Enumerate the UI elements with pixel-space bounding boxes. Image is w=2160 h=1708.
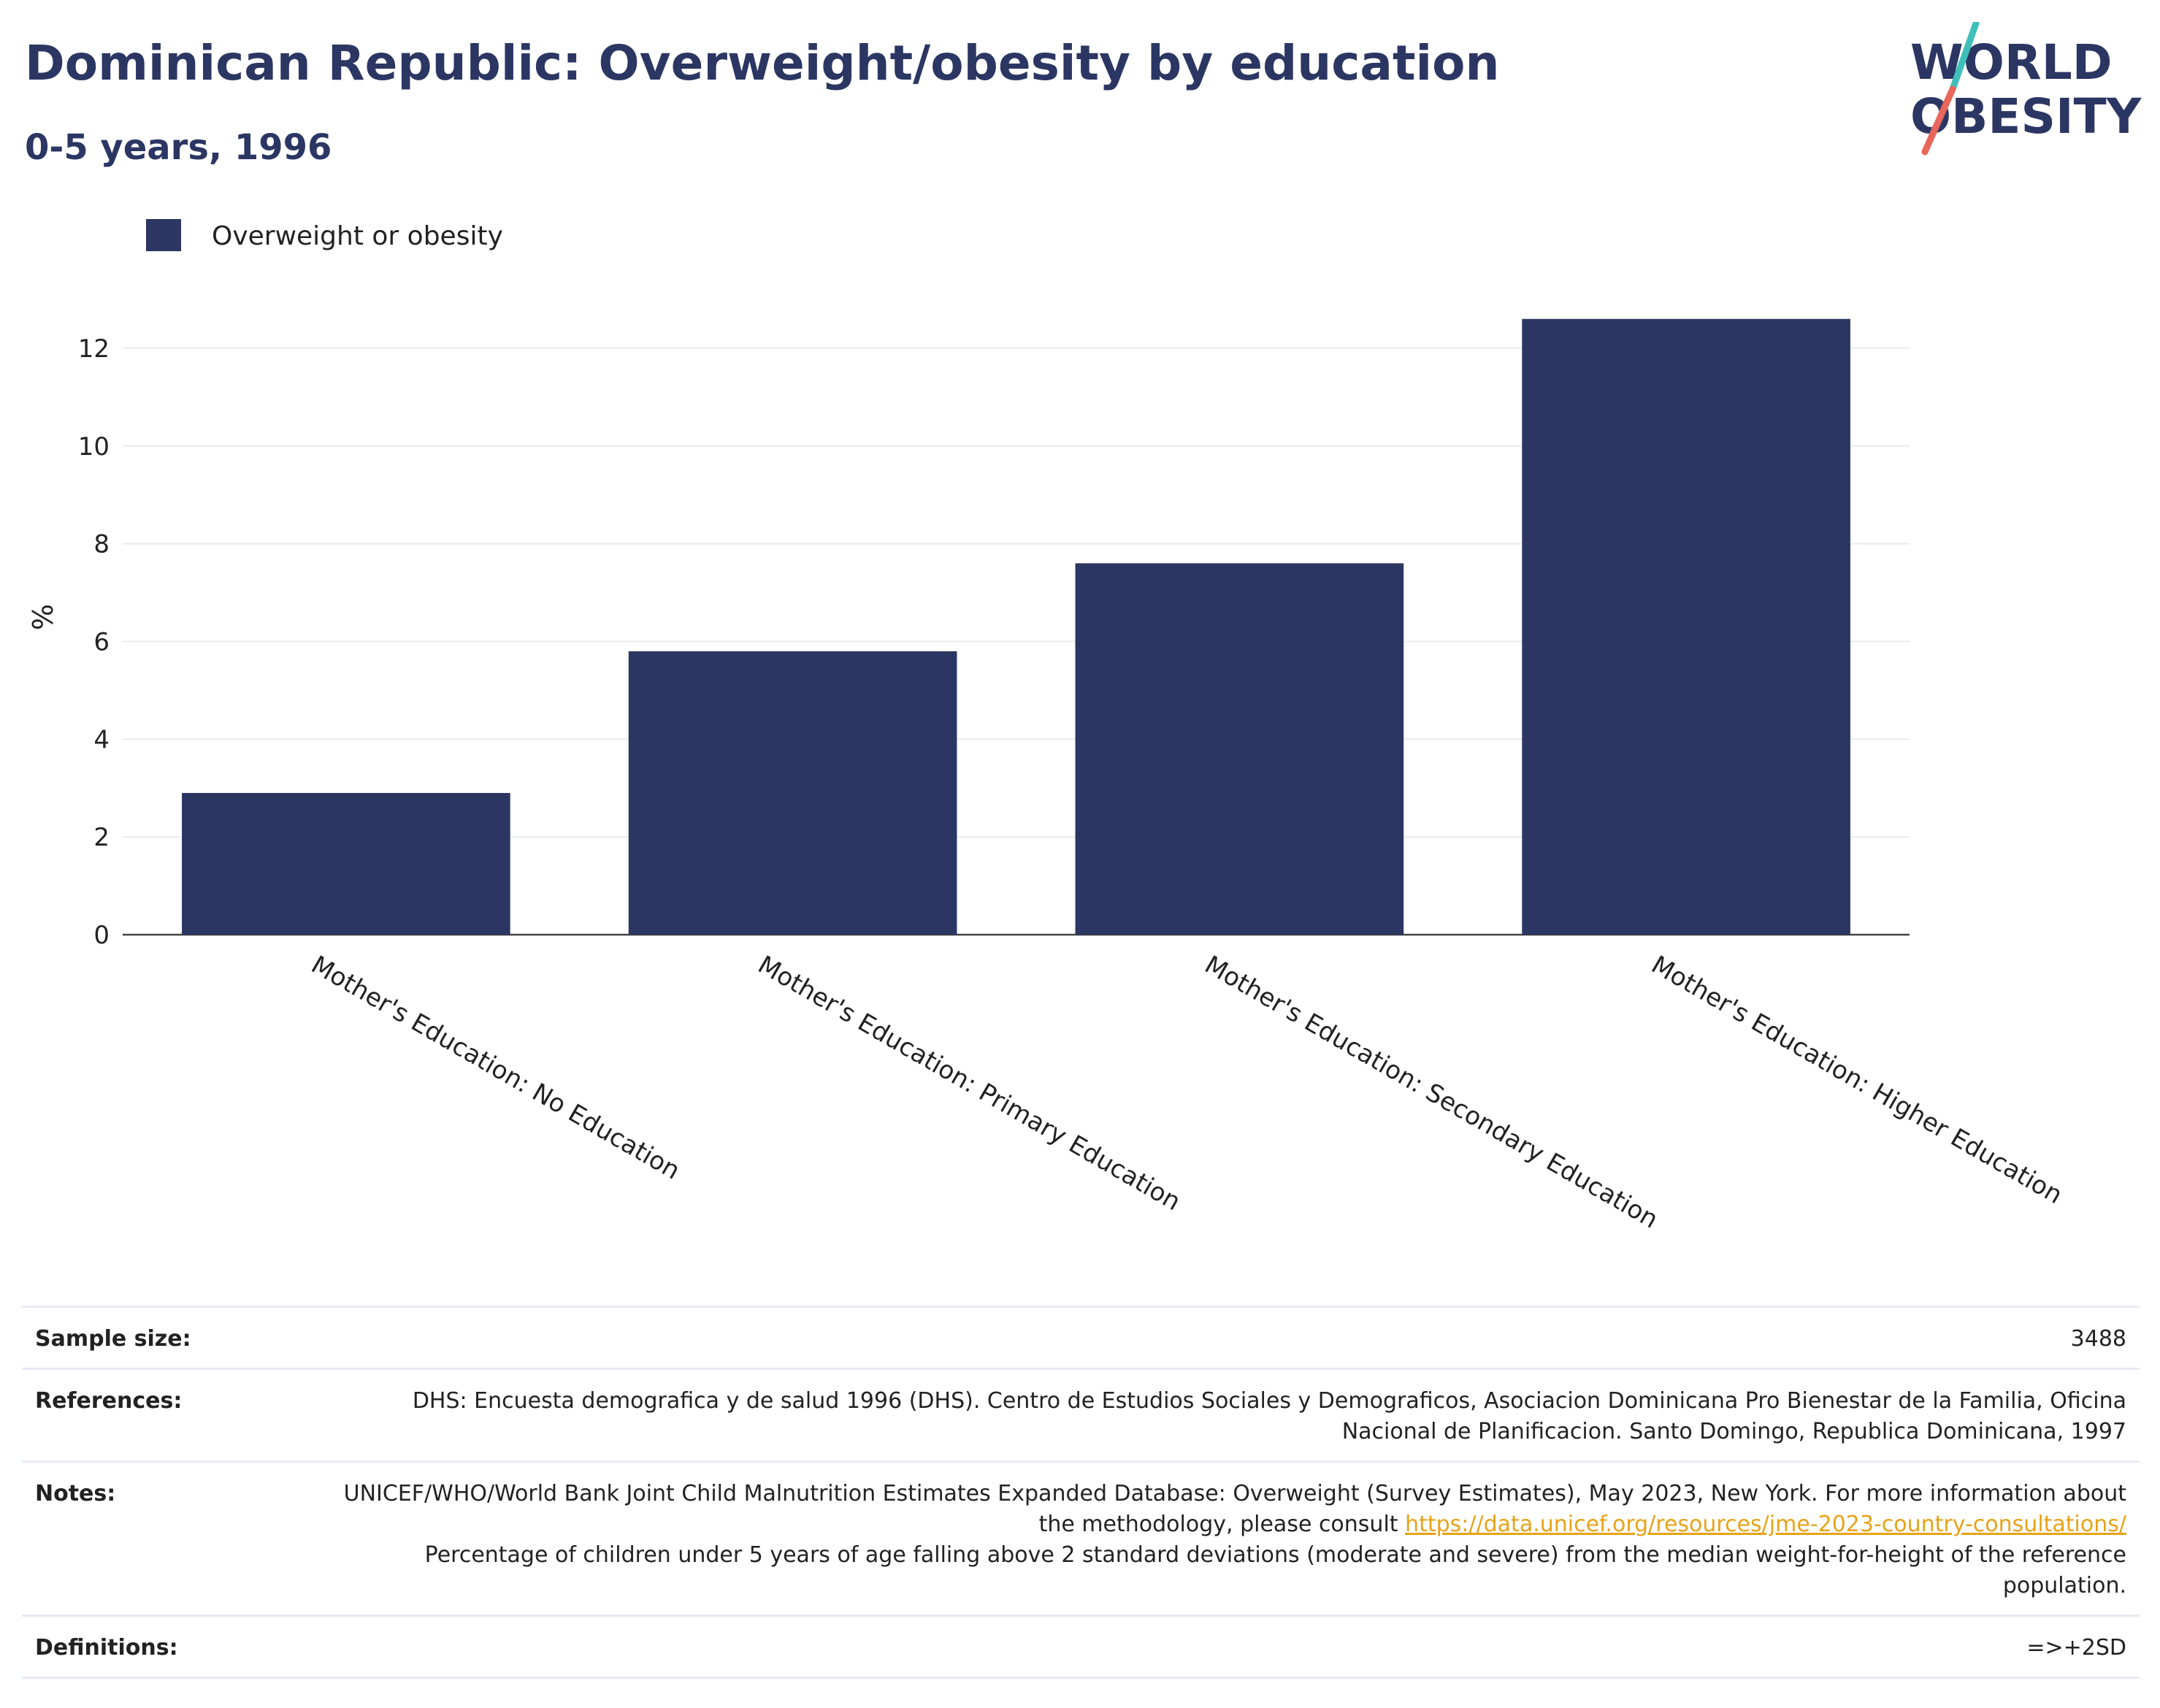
logo-text-world: WORLD [1910, 34, 2113, 91]
metadata-table: Sample size: 3488 References: DHS: Encue… [22, 1306, 2140, 1679]
legend-label: Overweight or obesity [212, 221, 503, 251]
y-tick-label: 0 [93, 921, 110, 950]
bar-chart: 0 2 4 6 8 10 12% Mother's Education: No Educati… [27, 219, 2067, 1235]
y-tick-label: 6 [93, 627, 110, 656]
bar [1075, 563, 1404, 935]
notes-text-before: UNICEF/WHO/World Bank Joint Child Malnut… [343, 1481, 2126, 1537]
sample-size-label: Sample size: [22, 1306, 311, 1369]
references-row: References: DHS: Encuesta demografica y … [22, 1368, 2140, 1462]
logo-slash-bottom-icon [1921, 85, 1956, 156]
references-label: References: [22, 1368, 311, 1462]
bar [628, 651, 957, 935]
y-tick-label: 4 [93, 725, 110, 754]
notes-row: Notes: UNICEF/WHO/World Bank Joint Child… [22, 1460, 2140, 1616]
definitions-value: =>+2SD [311, 1615, 2140, 1679]
y-tick-label: 2 [93, 823, 110, 852]
logo-slash-top-icon [1949, 22, 1980, 93]
definitions-label: Definitions: [22, 1615, 311, 1679]
x-tick-label: Mother's Education: Higher Education [1647, 950, 2067, 1210]
bar [182, 792, 510, 935]
y-axis-title: % [27, 604, 59, 630]
y-tick-label: 12 [78, 334, 110, 364]
logo-text-obesity: OBESITY [1910, 88, 2142, 145]
references-value: DHS: Encuesta demografica y de salud 199… [311, 1368, 2140, 1462]
sample-size-value: 3488 [311, 1306, 2140, 1369]
x-tick-label: Mother's Education: Primary Education [753, 950, 1185, 1217]
notes-text-after: Percentage of children under 5 years of … [424, 1542, 2126, 1598]
x-tick-label: Mother's Education: No Education [306, 950, 685, 1185]
world-obesity-logo: WORLD OBESITY [1910, 22, 2142, 156]
definitions-row: Definitions: =>+2SD [22, 1615, 2140, 1679]
notes-link[interactable]: https://data.unicef.org/resources/jme-20… [1405, 1512, 2126, 1537]
notes-label: Notes: [22, 1460, 311, 1616]
bar [1522, 318, 1850, 935]
y-tick-label: 8 [93, 530, 110, 559]
notes-value: UNICEF/WHO/World Bank Joint Child Malnut… [311, 1460, 2140, 1616]
sample-size-row: Sample size: 3488 [22, 1306, 2140, 1369]
chart-title: Dominican Republic: Overweight/obesity b… [25, 35, 1500, 91]
x-tick-label: Mother's Education: Secondary Education [1200, 950, 1663, 1234]
y-tick-label: 10 [78, 432, 110, 462]
legend-swatch [146, 219, 181, 251]
chart-subtitle: 0-5 years, 1996 [25, 127, 332, 168]
